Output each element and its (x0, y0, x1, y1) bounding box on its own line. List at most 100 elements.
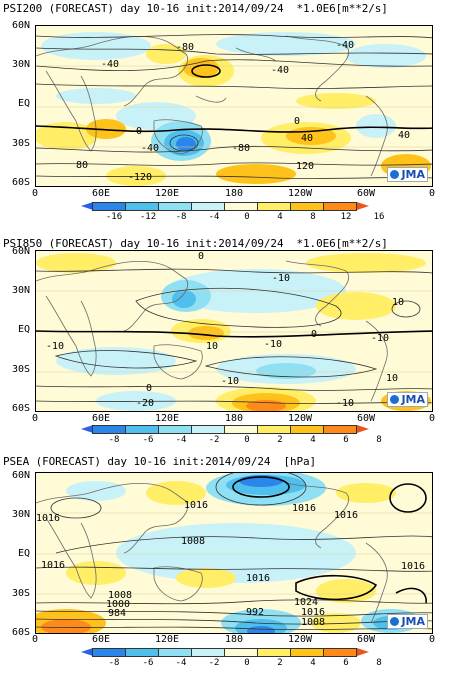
lat-label-60s: 60S (11, 627, 30, 638)
contour-label: -10 (336, 398, 354, 409)
lat-label-eq: EQ (17, 548, 30, 559)
contour-label: 40 (301, 133, 313, 144)
contour-label: 1016 (41, 560, 65, 571)
contour-label: 10 (392, 297, 404, 308)
lat-label-eq: EQ (17, 324, 30, 335)
lon-label: 180 (224, 188, 244, 199)
colorbar-label: 8 (376, 435, 382, 445)
contour-label: -40 (141, 143, 159, 154)
psea-map: 1016 1016 1016 1008 1016 1016 1016 1016 … (35, 472, 433, 634)
colorbar-label: -6 (142, 435, 154, 445)
colorbar-label: 12 (340, 212, 352, 222)
contour-label: 1016 (36, 513, 60, 524)
psi200-panel: PSI200 (FORECAST) day 10-16 init:2014/09… (0, 0, 456, 225)
colorbar-label: -4 (208, 212, 220, 222)
contour-label: 984 (108, 608, 126, 619)
contour-label: -10 (371, 333, 389, 344)
colorbar-label: 8 (310, 212, 316, 222)
contour-label: 120 (296, 161, 314, 172)
lon-label: 60W (356, 634, 376, 645)
colorbar-label: 2 (277, 658, 283, 668)
lon-label: 180 (224, 413, 244, 424)
contour-label: -80 (232, 143, 250, 154)
lon-label: 120E (154, 634, 180, 645)
colorbar-label: 4 (310, 435, 316, 445)
lon-label: 120W (287, 413, 313, 424)
psi200-map: -80 -40 -40 -40 0 0 -40 40 40 -80 80 120… (35, 25, 433, 187)
contour-lines (36, 34, 432, 179)
contour-label: 1016 (246, 573, 270, 584)
contour-label: 1000 (106, 599, 130, 610)
jma-logo: JMA (387, 614, 428, 629)
lat-label-60n: 60N (11, 470, 30, 481)
colorbar-label: -8 (108, 435, 120, 445)
lon-label: 60W (356, 413, 376, 424)
lon-label: 120E (154, 413, 180, 424)
lon-label: 60W (356, 188, 376, 199)
colorbar-label: 16 (373, 212, 385, 222)
contour-label: 1008 (108, 590, 132, 601)
contour-label: -10 (221, 376, 239, 387)
lat-label-eq: EQ (17, 98, 30, 109)
contour-label: 10 (386, 373, 398, 384)
contour-lines (36, 268, 432, 404)
lon-label: 180 (224, 634, 244, 645)
contour-label: 1016 (301, 607, 325, 618)
colorbar-label: 6 (343, 658, 349, 668)
lon-label: 120W (287, 188, 313, 199)
panel-title: PSI200 (FORECAST) day 10-16 init:2014/09… (3, 2, 388, 15)
jma-globe-icon (390, 617, 400, 626)
colorbar-label: -4 (175, 658, 187, 668)
jma-logo: JMA (387, 167, 428, 182)
lat-label-30n: 30N (11, 509, 30, 520)
lat-label-60n: 60N (11, 20, 30, 31)
colorbar-label: 0 (244, 658, 250, 668)
colorbar-label: -2 (208, 435, 220, 445)
coastlines (36, 482, 388, 624)
colorbar-label: -12 (139, 212, 157, 222)
lon-label: 0 (428, 188, 436, 199)
contour-label: -10 (46, 341, 64, 352)
lon-label: 0 (428, 634, 436, 645)
panel-title: PSEA (FORECAST) day 10-16 init:2014/09/2… (3, 455, 317, 468)
psi850-map: 0 -10 10 -10 0 10 -10 -10 -10 0 -20 10 -… (35, 250, 433, 412)
lon-label: 0 (31, 634, 39, 645)
contour-label: 0 (198, 251, 204, 262)
lat-label-30s: 30S (11, 588, 30, 599)
jma-globe-icon (390, 395, 400, 404)
colorbar-label: 0 (244, 435, 250, 445)
colorbar-label: -4 (175, 435, 187, 445)
contour-label: -10 (272, 273, 290, 284)
contour-label: 1024 (294, 597, 318, 608)
lon-label: 60E (91, 413, 111, 424)
anomaly-shading (36, 473, 432, 633)
contour-label: 1016 (334, 510, 358, 521)
contour-label: 10 (206, 341, 218, 352)
lat-label-60s: 60S (11, 177, 30, 188)
colorbar-label: 4 (277, 212, 283, 222)
lat-label-30s: 30S (11, 138, 30, 149)
contour-label: 1016 (292, 503, 316, 514)
contour-label: 1016 (184, 500, 208, 511)
lon-label: 60E (91, 188, 111, 199)
contour-label: -10 (264, 339, 282, 350)
contour-label: 992 (246, 607, 264, 618)
contour-label: -80 (176, 42, 194, 53)
colorbar-label: -6 (142, 658, 154, 668)
contour-label: 0 (294, 116, 300, 127)
colorbar (81, 202, 369, 211)
colorbar-label: -8 (175, 212, 187, 222)
psea-panel: PSEA (FORECAST) day 10-16 init:2014/09/2… (0, 450, 456, 675)
lat-label-60s: 60S (11, 403, 30, 414)
jma-globe-icon (390, 170, 400, 179)
colorbar (81, 648, 369, 657)
colorbar-label: 6 (343, 435, 349, 445)
lon-label: 0 (31, 188, 39, 199)
anomaly-shading (36, 26, 432, 186)
lat-label-30n: 30N (11, 59, 30, 70)
jma-logo: JMA (387, 392, 428, 407)
colorbar-label: 2 (277, 435, 283, 445)
contour-label: 0 (311, 329, 317, 340)
contour-label: -20 (136, 398, 154, 409)
contour-label: 80 (76, 160, 88, 171)
